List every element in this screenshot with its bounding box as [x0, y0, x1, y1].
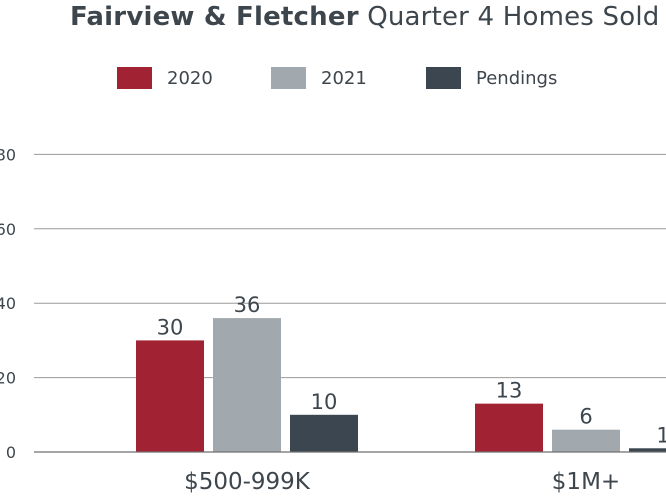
legend-item-2021: 2021 — [271, 66, 367, 90]
bar — [475, 403, 543, 452]
chart-title-rest: Quarter 4 Homes Sold — [367, 2, 660, 32]
chart-legend: 2020 2021 Pendings — [0, 0, 666, 100]
legend-swatch-pendings — [426, 67, 461, 89]
bar — [629, 448, 666, 452]
bar — [290, 414, 358, 452]
chart-title-bold: Fairview & Fletcher — [70, 2, 359, 32]
y-tick-label: 40 — [0, 294, 16, 313]
bar — [136, 340, 204, 452]
bar-value-label: 36 — [234, 293, 261, 317]
x-category-label: $500-999K — [184, 469, 311, 495]
legend-label-2021: 2021 — [321, 67, 367, 89]
bar-value-label: 6 — [579, 405, 592, 429]
bar-value-label: 13 — [496, 379, 523, 403]
legend-swatch-2021 — [271, 67, 306, 89]
legend-item-2020: 2020 — [117, 66, 213, 90]
bar-value-label: 30 — [157, 315, 184, 339]
y-tick-label: 60 — [0, 220, 16, 239]
legend-item-pendings: Pendings — [426, 66, 557, 90]
bar-value-label: 1 — [656, 423, 666, 447]
bar — [213, 318, 281, 452]
chart-title: Fairview & Fletcher Quarter 4 Homes Sold — [70, 2, 659, 32]
x-category-label: $1M+ — [552, 469, 620, 495]
bar-value-label: 10 — [311, 390, 338, 414]
y-tick-label: 20 — [0, 369, 16, 388]
legend-label-2020: 2020 — [167, 67, 213, 89]
bar — [552, 429, 620, 452]
y-tick-label: 80 — [0, 145, 16, 164]
legend-swatch-2020 — [117, 67, 152, 89]
y-tick-label: 0 — [6, 443, 16, 462]
legend-label-pendings: Pendings — [476, 67, 558, 89]
